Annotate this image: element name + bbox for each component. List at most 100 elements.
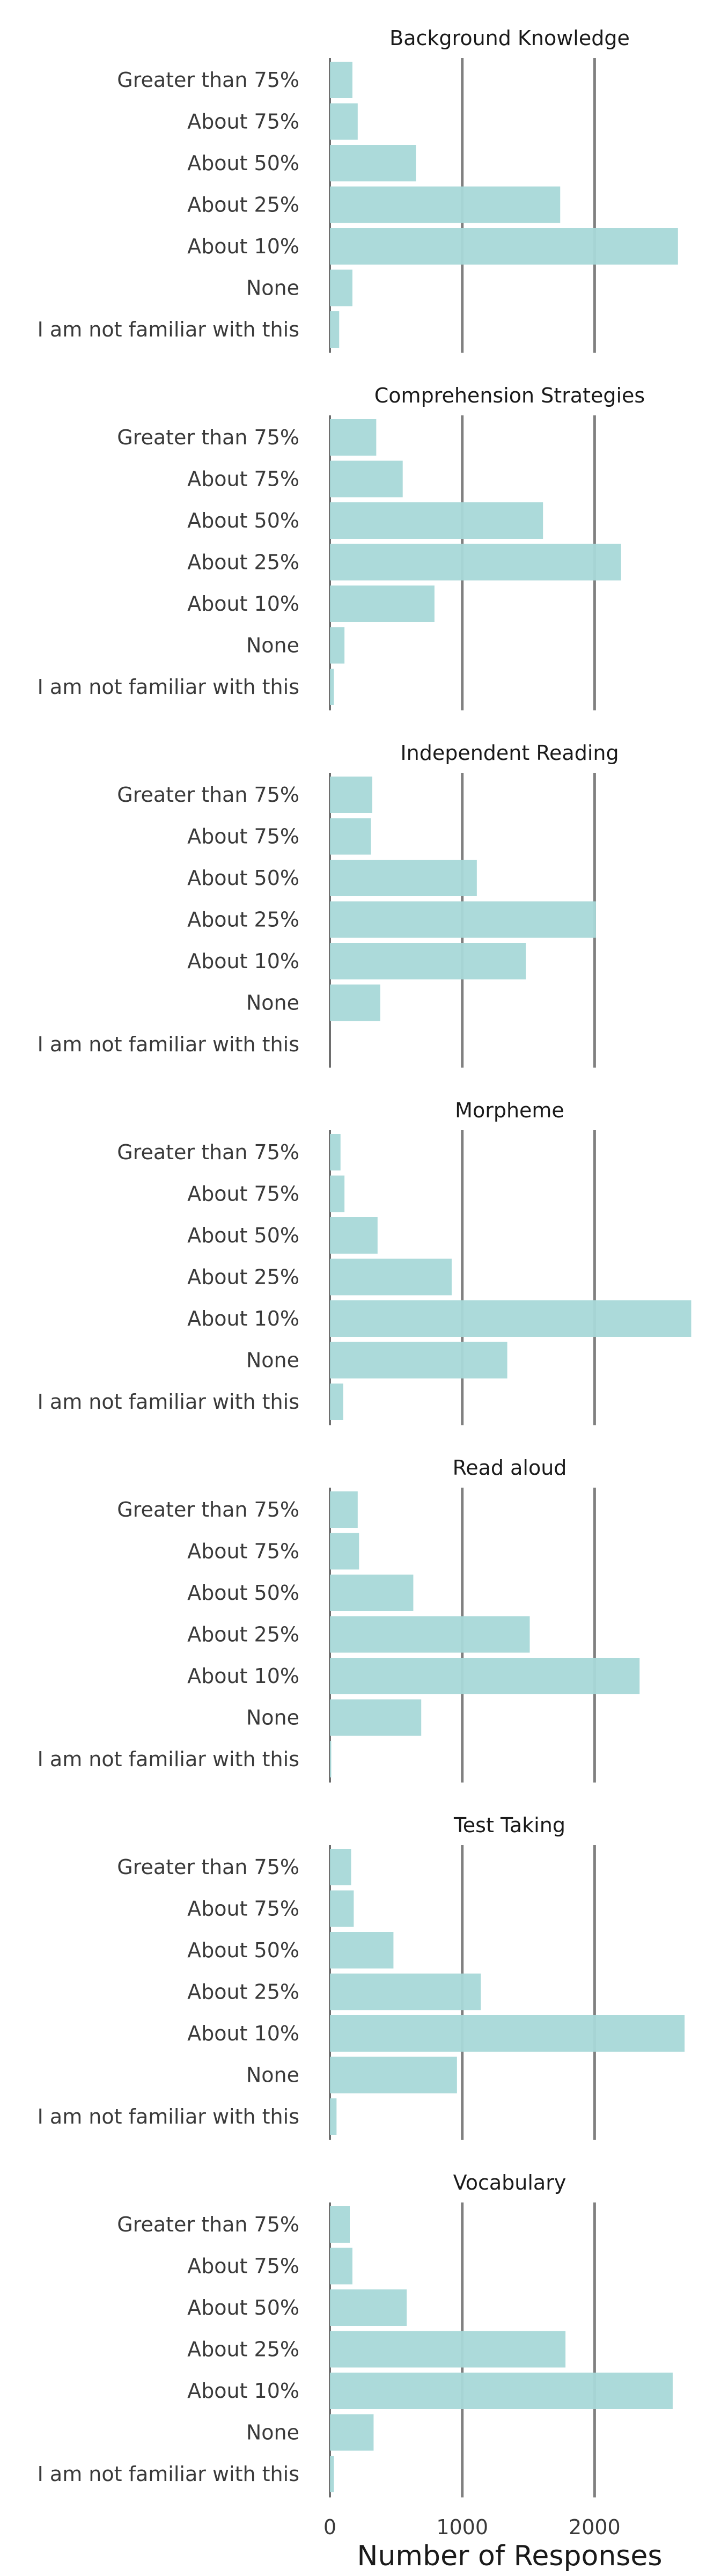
bar-greater-than-75pct: [330, 777, 372, 813]
bar-none: [330, 1342, 507, 1379]
bar-i-am-not-familiar-with-this: [330, 311, 340, 348]
category-label: About 50%: [187, 866, 299, 890]
bar-about-50pct: [330, 2289, 407, 2326]
bar-about-50pct: [330, 1575, 414, 1611]
category-label: About 10%: [187, 949, 299, 973]
category-label: About 50%: [187, 2296, 299, 2319]
category-label: About 50%: [187, 1224, 299, 1247]
bar-about-75pct: [330, 1533, 359, 1570]
bar-i-am-not-familiar-with-this: [330, 1384, 343, 1420]
bar-none: [330, 2414, 374, 2451]
category-label: About 75%: [187, 825, 299, 848]
bar-about-10pct: [330, 2373, 673, 2409]
category-label: About 75%: [187, 2255, 299, 2278]
category-label: About 50%: [187, 151, 299, 175]
category-label: About 10%: [187, 1664, 299, 1688]
category-label: I am not familiar with this: [38, 2105, 299, 2128]
bar-about-50pct: [330, 145, 416, 181]
panel-title: Comprehension Strategies: [374, 384, 645, 407]
chart-panels: Background Knowledge Greater than 75% Abou…: [38, 26, 691, 2498]
bar-about-75pct: [330, 460, 403, 497]
category-label: Greater than 75%: [117, 68, 299, 92]
panel-test-taking: Test Taking Greater than 75% About 75% Abou…: [38, 1813, 685, 2140]
panel-independent-reading: Independent Reading Greater than 75% About…: [38, 741, 619, 1068]
x-tick-label: 1000: [436, 2515, 488, 2539]
category-label: None: [246, 2063, 299, 2087]
panel-title: Vocabulary: [453, 2171, 566, 2194]
category-label: About 75%: [187, 1182, 299, 1206]
bar-about-50pct: [330, 502, 543, 539]
category-label: Greater than 75%: [117, 426, 299, 449]
category-label: None: [246, 1349, 299, 1372]
panel-title: Independent Reading: [400, 741, 619, 765]
x-axis-title: Number of Responses: [357, 2540, 663, 2572]
bar-about-10pct: [330, 1658, 640, 1694]
panel-title: Morpheme: [455, 1099, 564, 1122]
bar-greater-than-75pct: [330, 1491, 358, 1528]
category-label: I am not familiar with this: [38, 1033, 299, 1056]
category-label: About 10%: [187, 2379, 299, 2403]
bar-none: [330, 1699, 422, 1736]
bar-about-10pct: [330, 1300, 691, 1337]
bar-i-am-not-familiar-with-this: [330, 2456, 334, 2492]
category-label: About 75%: [187, 110, 299, 134]
category-label: About 25%: [187, 1980, 299, 2004]
panel-read-aloud: Read aloud Greater than 75% About 75% About…: [38, 1456, 640, 1783]
bar-about-10pct: [330, 586, 435, 622]
category-label: About 50%: [187, 1938, 299, 1962]
x-tick-label: 2000: [569, 2515, 621, 2539]
category-label: I am not familiar with this: [38, 1747, 299, 1771]
bar-none: [330, 2057, 457, 2094]
category-label: None: [246, 991, 299, 1015]
bar-greater-than-75pct: [330, 1849, 351, 1885]
bar-about-50pct: [330, 860, 477, 896]
category-label: About 25%: [187, 193, 299, 217]
bar-none: [330, 269, 352, 306]
category-label: About 10%: [187, 1307, 299, 1330]
category-label: Greater than 75%: [117, 1140, 299, 1164]
category-label: Greater than 75%: [117, 1855, 299, 1879]
bar-i-am-not-familiar-with-this: [330, 669, 334, 705]
panel-morpheme: Morpheme Greater than 75% About 75% About 5…: [38, 1099, 691, 1425]
bar-about-25pct: [330, 544, 621, 581]
panel-title: Background Knowledge: [389, 26, 630, 50]
category-label: I am not familiar with this: [38, 2462, 299, 2486]
category-label: About 10%: [187, 2022, 299, 2045]
category-label: About 25%: [187, 2338, 299, 2361]
bar-about-75pct: [330, 1890, 354, 1927]
category-label: I am not familiar with this: [38, 675, 299, 699]
category-label: About 50%: [187, 509, 299, 532]
category-label: About 25%: [187, 908, 299, 932]
bar-about-50pct: [330, 1932, 394, 1968]
bar-greater-than-75pct: [330, 419, 377, 456]
bar-about-25pct: [330, 901, 596, 938]
category-label: Greater than 75%: [117, 1498, 299, 1521]
category-label: About 75%: [187, 467, 299, 491]
category-label: Greater than 75%: [117, 783, 299, 807]
category-label: About 75%: [187, 1897, 299, 1921]
x-tick-label: 0: [323, 2515, 336, 2539]
category-label: About 10%: [187, 235, 299, 258]
bar-about-75pct: [330, 1175, 345, 1212]
category-label: About 50%: [187, 1581, 299, 1605]
bar-about-25pct: [330, 186, 561, 223]
category-label: I am not familiar with this: [38, 1390, 299, 1414]
bar-greater-than-75pct: [330, 2206, 350, 2243]
bar-about-25pct: [330, 1973, 481, 2010]
bar-about-25pct: [330, 1616, 530, 1653]
x-axis: 0 1000 2000: [323, 2515, 621, 2539]
bar-about-75pct: [330, 103, 358, 140]
category-label: About 75%: [187, 1540, 299, 1563]
bar-about-10pct: [330, 2015, 685, 2052]
bar-about-75pct: [330, 818, 371, 855]
category-label: About 25%: [187, 1623, 299, 1646]
category-label: I am not familiar with this: [38, 318, 299, 341]
bar-i-am-not-familiar-with-this: [330, 2098, 337, 2135]
panel-title: Test Taking: [453, 1813, 565, 1837]
category-label: None: [246, 634, 299, 657]
bar-about-50pct: [330, 1217, 378, 1254]
category-label: None: [246, 276, 299, 300]
bar-i-am-not-familiar-with-this: [330, 1741, 332, 1777]
bar-greater-than-75pct: [330, 1134, 341, 1170]
